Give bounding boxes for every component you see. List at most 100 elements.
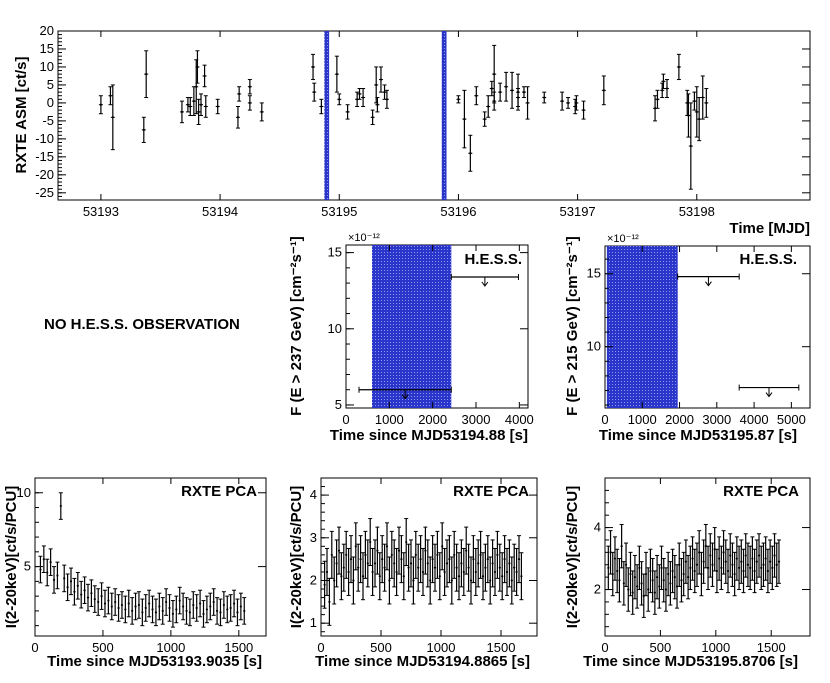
pca3-data-point — [689, 566, 692, 569]
pca2-data-point — [479, 553, 482, 556]
pca2-data-point — [477, 562, 480, 565]
hess1-shaded-band — [372, 245, 452, 408]
pca2-data-point — [429, 579, 432, 582]
pca2-data-point — [333, 579, 336, 582]
pca1-data-point — [46, 571, 49, 574]
pca3-data-point — [709, 554, 712, 557]
pca2-data-point — [436, 553, 439, 556]
pca3-data-point — [713, 548, 716, 551]
pca1-data-point — [144, 606, 147, 610]
pca3-data-point — [746, 563, 750, 566]
pca3-data-point — [771, 566, 774, 569]
asm-x-tick-label: 53196 — [440, 204, 476, 219]
pca1-data-point — [236, 611, 239, 614]
pca3-data-point — [742, 569, 745, 573]
pca2-data-point — [412, 579, 415, 582]
pca3-data-point — [737, 566, 741, 569]
asm-y-tick-label: -10 — [35, 131, 54, 146]
pca2-data-point — [340, 575, 343, 578]
asm-x-tick-label: 53193 — [83, 204, 119, 219]
pca3-data-point — [753, 569, 756, 573]
pca1-x-tick-label: 500 — [92, 640, 114, 655]
pca1-x-tick-label: 1500 — [224, 640, 253, 655]
pca2-y-axis-label: I(2-20keV)[ct/s/PCU] — [288, 486, 305, 629]
pca3-data-point — [724, 560, 727, 563]
pca2-x-tick-label: 500 — [370, 640, 392, 655]
pca2-data-point — [457, 575, 461, 578]
pca3-data-point — [622, 582, 625, 585]
pca1-data-point — [243, 609, 246, 612]
pca1-data-point — [202, 612, 205, 615]
pca1-panel — [34, 477, 267, 637]
pca1-y-tick-label: 10 — [17, 485, 31, 500]
pca3-data-point — [722, 551, 725, 554]
asm-y-tick-label: -5 — [42, 113, 54, 128]
pca1-data-point — [239, 605, 242, 608]
pca3-data-point — [733, 572, 736, 576]
pca3-data-point — [633, 576, 637, 579]
pca3-data-point — [680, 579, 683, 582]
pca2-frame — [320, 477, 538, 637]
pca3-data-point — [624, 563, 628, 566]
asm-frame — [57, 30, 811, 201]
pca3-data-point — [687, 576, 690, 579]
pca2-data-point — [438, 575, 441, 578]
pca2-data-point — [397, 549, 401, 552]
hess1-upper-limit-arrowhead — [481, 281, 489, 287]
hess2-y-tick-label: 10 — [587, 339, 601, 354]
pca2-data-point — [364, 553, 367, 556]
pca2-data-point — [517, 558, 521, 561]
hess1-panel — [345, 244, 529, 409]
pca3-data-point — [671, 569, 674, 573]
pca3-data-point — [631, 591, 634, 594]
pca3-data-point — [744, 554, 747, 557]
pca3-data-point — [636, 585, 639, 588]
pca2-data-point — [460, 562, 463, 565]
hess1-multiplier: ×10⁻¹² — [348, 232, 380, 244]
pca1-data-point — [124, 608, 127, 611]
hess1-x-tick-label: 1000 — [375, 412, 404, 427]
pca3-data-point — [682, 572, 685, 576]
pca2-data-point — [455, 566, 458, 569]
asm-y-tick-label: 10 — [40, 59, 54, 74]
pca1-data-point — [76, 584, 79, 587]
pca3-data-point — [647, 588, 650, 591]
pca3-data-point — [651, 579, 654, 582]
pca3-data-point — [669, 582, 672, 585]
pca2-y-tick-label: 1 — [310, 615, 317, 630]
pca1-data-point — [151, 608, 154, 611]
pca3-data-point — [769, 560, 772, 563]
asm-x-tick-label: 53194 — [202, 204, 238, 219]
pca2-data-point — [445, 562, 449, 565]
pca1-data-point — [134, 605, 137, 608]
pca3-data-point — [655, 576, 659, 579]
asm-y-tick-label: 20 — [40, 23, 54, 38]
pca3-data-point — [695, 563, 699, 566]
pca3-panel — [604, 477, 811, 637]
pca1-data-point — [110, 605, 113, 608]
pca1-data-point — [69, 580, 73, 583]
pca2-data-point — [405, 540, 408, 544]
pca1-data-point — [93, 597, 96, 601]
pca1-data-point — [59, 504, 62, 508]
hess1-x-tick-label: 2000 — [418, 412, 447, 427]
pca1-y-tick-label: 5 — [24, 559, 31, 574]
pca3-data-point — [684, 560, 687, 563]
pca2-data-point — [498, 566, 501, 569]
pca3-data-point — [715, 569, 719, 573]
pca2-y-tick-label: 4 — [310, 487, 317, 502]
pca3-data-point — [702, 560, 705, 563]
asm-shaded-band — [324, 31, 330, 200]
pca2-data-point — [467, 566, 470, 569]
pca1-data-point — [39, 568, 42, 571]
pca1-data-point — [154, 611, 158, 614]
pca2-data-point — [462, 570, 465, 574]
pca2-data-point — [366, 562, 369, 565]
pca3-data-point — [718, 557, 721, 560]
pca1-data-point — [97, 600, 100, 604]
pca2-data-point — [465, 549, 468, 552]
pca2-data-point — [501, 575, 504, 578]
pca2-data-point — [520, 575, 523, 578]
pca1-x-axis-label: Time since MJD53193.9035 [s] — [47, 653, 262, 670]
